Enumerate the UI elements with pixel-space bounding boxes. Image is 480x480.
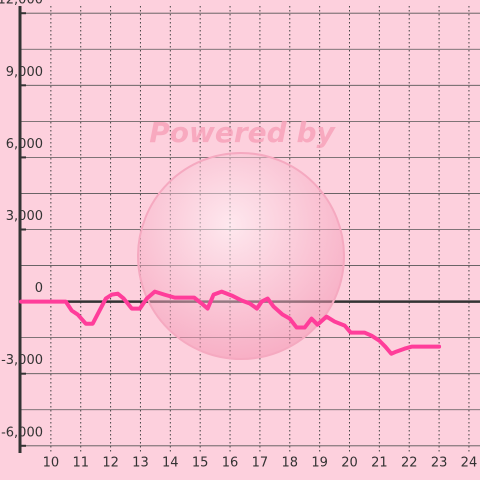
x-tick-label: 23 xyxy=(431,456,448,471)
y-tick-label: 0 xyxy=(35,281,43,296)
x-tick-label: 24 xyxy=(461,456,478,471)
data-line xyxy=(19,289,442,356)
x-tick-label: 10 xyxy=(43,456,60,471)
y-tick-label: 9,000 xyxy=(6,65,43,80)
watermark-logo xyxy=(137,152,345,360)
y-tick-label: 12,000 xyxy=(0,0,43,8)
y-tick-label: 3,000 xyxy=(6,209,43,224)
x-tick-label: 21 xyxy=(371,456,388,471)
x-tick-label: 16 xyxy=(222,456,239,471)
x-tick-label: 13 xyxy=(132,456,149,471)
y-tick-label: -3,000 xyxy=(1,353,43,368)
watermark: Powered by xyxy=(149,116,336,149)
x-tick-label: 22 xyxy=(401,456,418,471)
x-tick-label: 17 xyxy=(252,456,269,471)
x-tick-label: 14 xyxy=(162,456,179,471)
y-tick-label: -6,000 xyxy=(1,425,43,440)
x-tick-label: 12 xyxy=(102,456,119,471)
x-tick-label: 11 xyxy=(72,456,89,471)
x-tick-label: 15 xyxy=(192,456,209,471)
y-tick-label: 6,000 xyxy=(6,137,43,152)
x-tick-label: 19 xyxy=(311,456,328,471)
x-tick-label: 18 xyxy=(281,456,298,471)
x-tick-label: 20 xyxy=(341,456,358,471)
